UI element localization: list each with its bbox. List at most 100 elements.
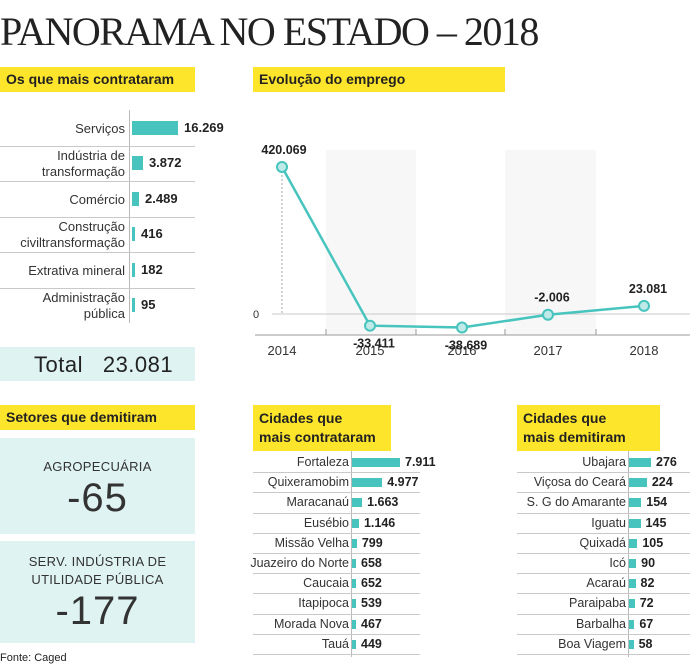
data-label: 420.069 [261, 143, 306, 157]
bar-label: Acaraú [586, 576, 626, 591]
stat-value: -177 [55, 589, 140, 633]
bar-label-line: Extrativa mineral [28, 262, 125, 278]
bar-label-line: Serviços [75, 120, 125, 136]
x-tick-label: 2014 [268, 343, 297, 358]
bar [352, 478, 383, 488]
bar-value-label: 4.977 [387, 475, 419, 490]
row-divider [517, 532, 690, 534]
hired-sectors-title: Os que mais contrataram [0, 67, 195, 92]
bar-value-label: 145 [645, 515, 667, 530]
bar-value-label: 1.146 [363, 515, 396, 530]
stat-label-line-1: SERV. INDÚSTRIA DE [28, 554, 167, 569]
bar-value-label: 276 [656, 455, 677, 469]
bar-label: Morada Nova [273, 616, 349, 631]
bar [352, 498, 363, 508]
bar-label: Ubajara [582, 455, 626, 469]
row-divider [253, 512, 420, 514]
row-divider [517, 553, 690, 554]
row-divider [517, 633, 690, 635]
bar-value-label: 449 [361, 636, 382, 651]
bar-label: Indústria de transformação [42, 148, 125, 180]
hired-cities-title-line-2: mais contrataram [259, 429, 376, 445]
background-band [326, 150, 416, 335]
bar [132, 120, 178, 135]
employment-line-chart: 0 2014 2015 2016 2017 2018 420.069 -33.411 -38.6… [253, 143, 690, 358]
row-divider [253, 532, 420, 534]
stat-label: AGROPECUÁRIA [43, 459, 152, 474]
bar-label: Tauá [321, 636, 349, 651]
data-label: -2.006 [534, 291, 569, 305]
bar-label-line: Construção [58, 219, 125, 235]
data-point [456, 321, 468, 334]
background-band [505, 150, 596, 335]
bar-value-label: 2.489 [145, 190, 178, 206]
axis-line [628, 451, 629, 657]
bar-label: S. G do Amarante [526, 495, 626, 510]
bar [629, 639, 634, 649]
bar-label: Viçosa do Ceará [533, 475, 626, 490]
bar-label: Iguatu [591, 515, 626, 530]
bar-value-label: 1.663 [367, 495, 399, 510]
bar [352, 579, 356, 589]
row-divider [517, 573, 690, 575]
bar-value-label: 539 [361, 596, 382, 611]
row-divider [517, 654, 690, 655]
data-point [276, 160, 288, 173]
x-tick-label: 2017 [534, 343, 563, 358]
bar [629, 579, 636, 589]
bar-label-line: Comércio [69, 191, 125, 207]
bar-label: Maracanaú [286, 495, 349, 510]
bar [132, 156, 143, 171]
bar-value-label: 67 [639, 616, 654, 631]
bar-value-label: 652 [361, 576, 382, 591]
bar-label: Itapipoca [298, 596, 349, 611]
bar [352, 538, 357, 548]
stat-box-utilidade-publica: SERV. INDÚSTRIA DE UTILIDADE PÚBLICA -17… [0, 541, 195, 643]
axis-line [351, 451, 352, 657]
bar-value-label: 58 [638, 636, 653, 651]
bar-label: Quixeramobim [267, 475, 349, 490]
bar [352, 518, 359, 528]
row-divider [253, 573, 420, 575]
bar-label-line: Indústria de [57, 148, 125, 164]
hired-cities-title-line-1: Cidades que [259, 410, 343, 426]
data-label: -33.411 [353, 337, 395, 351]
bar-value-label: 7.911 [405, 455, 436, 469]
bar [352, 599, 356, 609]
bar [132, 262, 135, 277]
bar [629, 619, 635, 629]
bar-value-label: 72 [639, 596, 654, 611]
fired-cities-title-line-2: mais demitiram [523, 429, 626, 445]
bar-label: Eusébio [303, 515, 349, 530]
bar [629, 478, 647, 488]
row-divider [0, 216, 195, 218]
bar [352, 458, 400, 467]
bar [629, 559, 637, 568]
employment-evolution-title: Evolução do emprego [253, 67, 505, 92]
bar [629, 498, 642, 508]
bar-value-label: 416 [141, 226, 163, 242]
row-divider [253, 553, 420, 554]
bar-value-label: 95 [141, 297, 156, 313]
data-label: -38.689 [445, 339, 487, 353]
data-label: 23.081 [629, 282, 667, 296]
background-band [416, 150, 505, 335]
bar-label: Barbalha [575, 616, 626, 631]
bar [629, 538, 638, 548]
bar-value-label: 16.269 [184, 119, 224, 135]
row-divider [253, 613, 420, 615]
x-tick-label: 2015 [356, 343, 385, 358]
data-point [638, 299, 650, 312]
row-divider [253, 472, 420, 474]
row-divider [517, 492, 690, 494]
bar-label: Fortaleza [296, 455, 349, 469]
bar-label: Comércio [69, 192, 125, 208]
stat-label-line-2: UTILIDADE PÚBLICA [31, 572, 164, 587]
bar-value-label: 90 [641, 556, 656, 570]
bar-label: Quixadá [579, 535, 626, 550]
bar-label: Juazeiro do Norte [250, 556, 349, 570]
row-divider [253, 593, 420, 595]
bar-label: Serviços [75, 121, 125, 137]
row-divider [0, 181, 195, 182]
row-divider [0, 287, 195, 289]
